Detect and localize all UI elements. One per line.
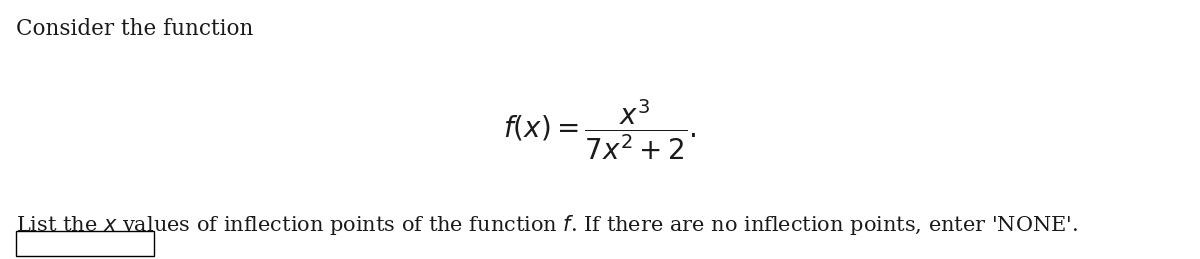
Text: List the $x$ values of inflection points of the function $f$. If there are no in: List the $x$ values of inflection points… bbox=[16, 213, 1078, 237]
Text: Consider the function: Consider the function bbox=[16, 18, 253, 40]
Text: $f(x) = \dfrac{x^3}{7x^2 + 2}.$: $f(x) = \dfrac{x^3}{7x^2 + 2}.$ bbox=[503, 97, 697, 162]
FancyBboxPatch shape bbox=[16, 231, 154, 256]
